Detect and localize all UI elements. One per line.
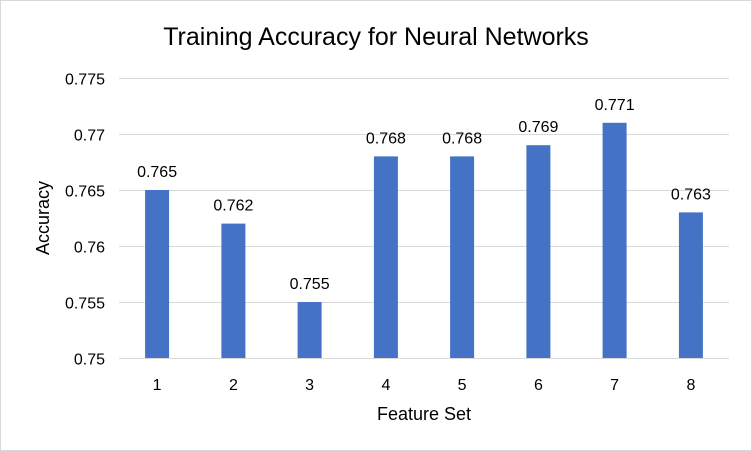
bar-feature-set-3 [297, 302, 322, 358]
x-tick-label: 6 [534, 377, 543, 394]
y-axis-ticks: 0.75 0.755 0.76 0.765 0.77 0.775 [65, 72, 105, 369]
x-axis-ticks: 1 2 3 4 5 6 7 8 [153, 377, 696, 394]
x-axis-title: Feature Set [377, 404, 471, 424]
y-tick-label: 0.77 [74, 128, 105, 145]
data-label: 0.762 [213, 198, 253, 215]
x-tick-label: 1 [153, 377, 162, 394]
bar-feature-set-2 [221, 223, 246, 358]
y-tick-label: 0.755 [65, 296, 105, 313]
x-tick-label: 8 [686, 377, 695, 394]
bar-feature-set-7 [602, 122, 627, 358]
chart-title: Training Accuracy for Neural Networks [163, 23, 589, 51]
gridlines [119, 78, 729, 359]
y-tick-label: 0.76 [74, 240, 105, 257]
data-labels: 0.765 0.762 0.755 0.768 0.768 0.769 0.771 0.763 [137, 97, 711, 293]
data-label: 0.768 [366, 130, 406, 147]
data-label: 0.755 [290, 276, 330, 293]
x-tick-label: 7 [610, 377, 619, 394]
bar-feature-set-1 [145, 190, 170, 358]
y-tick-label: 0.75 [74, 352, 105, 369]
x-tick-label: 5 [458, 377, 467, 394]
bars [145, 122, 703, 358]
data-label: 0.768 [442, 130, 482, 147]
data-label: 0.769 [518, 119, 558, 136]
data-label: 0.765 [137, 164, 177, 181]
x-tick-label: 3 [305, 377, 314, 394]
data-label: 0.771 [595, 97, 635, 114]
x-tick-label: 2 [229, 377, 238, 394]
y-tick-label: 0.775 [65, 72, 105, 89]
bar-feature-set-4 [373, 156, 398, 358]
y-tick-label: 0.765 [65, 184, 105, 201]
x-tick-label: 4 [381, 377, 390, 394]
bar-feature-set-6 [526, 145, 551, 358]
y-axis-title: Accuracy [33, 181, 53, 255]
bar-feature-set-5 [450, 156, 475, 358]
data-label: 0.763 [671, 186, 711, 203]
bar-feature-set-8 [678, 212, 703, 358]
